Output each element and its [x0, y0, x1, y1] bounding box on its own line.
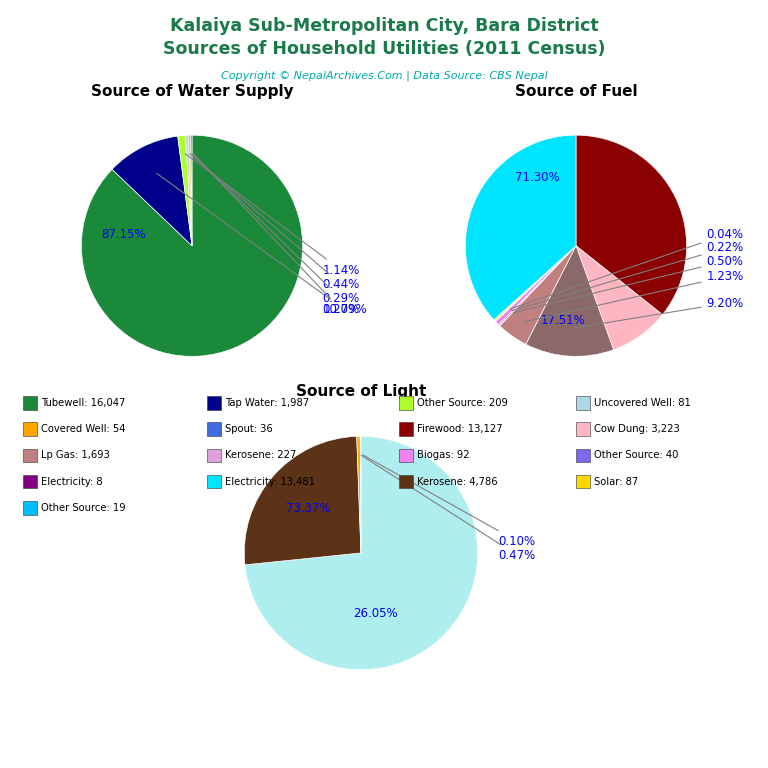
Title: Source of Water Supply: Source of Water Supply [91, 84, 293, 99]
Text: 0.50%: 0.50% [513, 255, 743, 313]
Text: Other Source: 209: Other Source: 209 [417, 398, 508, 409]
Title: Source of Fuel: Source of Fuel [515, 84, 637, 99]
Text: 9.20%: 9.20% [574, 296, 743, 328]
Wedge shape [81, 135, 303, 356]
Text: Kerosene: 4,786: Kerosene: 4,786 [417, 476, 498, 487]
Wedge shape [526, 246, 614, 356]
Wedge shape [495, 246, 576, 325]
Wedge shape [498, 246, 576, 326]
Text: Covered Well: 54: Covered Well: 54 [41, 424, 125, 435]
Text: Kerosene: 227: Kerosene: 227 [225, 450, 296, 461]
Text: Tap Water: 1,987: Tap Water: 1,987 [225, 398, 310, 409]
Wedge shape [190, 135, 192, 246]
Text: 73.37%: 73.37% [286, 502, 331, 515]
Text: Tubewell: 16,047: Tubewell: 16,047 [41, 398, 125, 409]
Wedge shape [494, 246, 576, 321]
Text: 10.79%: 10.79% [157, 174, 367, 316]
Text: 26.05%: 26.05% [353, 607, 397, 621]
Text: 0.29%: 0.29% [192, 154, 359, 306]
Text: Copyright © NepalArchives.Com | Data Source: CBS Nepal: Copyright © NepalArchives.Com | Data Sou… [220, 71, 548, 81]
Text: Cow Dung: 3,223: Cow Dung: 3,223 [594, 424, 680, 435]
Text: Uncovered Well: 81: Uncovered Well: 81 [594, 398, 690, 409]
Text: Other Source: 40: Other Source: 40 [594, 450, 678, 461]
Wedge shape [112, 136, 192, 246]
Wedge shape [576, 135, 687, 315]
Text: Kalaiya Sub-Metropolitan City, Bara District
Sources of Household Utilities (201: Kalaiya Sub-Metropolitan City, Bara Dist… [163, 17, 605, 58]
Title: Source of Light: Source of Light [296, 384, 426, 399]
Wedge shape [495, 246, 576, 322]
Text: 1.14%: 1.14% [185, 154, 360, 276]
Text: 1.23%: 1.23% [525, 270, 743, 322]
Wedge shape [177, 135, 192, 246]
Text: Electricity: 8: Electricity: 8 [41, 476, 102, 487]
Text: 0.20%: 0.20% [194, 154, 359, 316]
Text: Other Source: 19: Other Source: 19 [41, 502, 125, 513]
Wedge shape [245, 436, 478, 670]
Text: 71.30%: 71.30% [515, 170, 560, 184]
Text: 17.51%: 17.51% [541, 314, 585, 327]
Text: Spout: 36: Spout: 36 [225, 424, 273, 435]
Text: 0.47%: 0.47% [361, 455, 536, 562]
Wedge shape [186, 135, 192, 246]
Text: Solar: 87: Solar: 87 [594, 476, 638, 487]
Text: 0.44%: 0.44% [190, 154, 359, 291]
Text: 87.15%: 87.15% [101, 228, 146, 241]
Text: Firewood: 13,127: Firewood: 13,127 [417, 424, 502, 435]
Wedge shape [500, 246, 576, 344]
Text: 0.04%: 0.04% [510, 228, 743, 309]
Text: Lp Gas: 1,693: Lp Gas: 1,693 [41, 450, 110, 461]
Wedge shape [465, 135, 576, 319]
Wedge shape [576, 246, 663, 349]
Text: Biogas: 92: Biogas: 92 [417, 450, 470, 461]
Text: 0.10%: 0.10% [363, 455, 536, 548]
Wedge shape [356, 436, 361, 553]
Text: 0.22%: 0.22% [511, 241, 743, 311]
Wedge shape [244, 436, 361, 565]
Wedge shape [189, 135, 192, 246]
Text: Electricity: 13,481: Electricity: 13,481 [225, 476, 315, 487]
